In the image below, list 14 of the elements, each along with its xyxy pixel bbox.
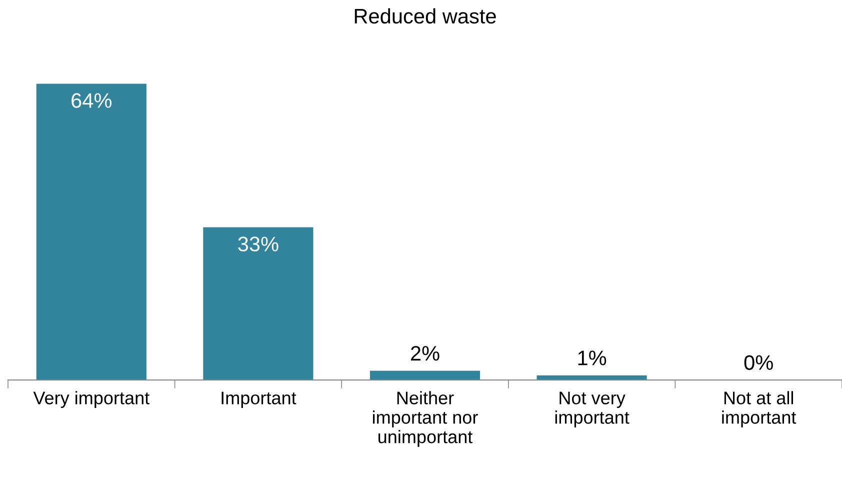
x-tick-label: Not at all important: [722, 391, 796, 428]
x-tick-label: Not very important: [555, 392, 630, 428]
chart-title: Reduced waste: [354, 8, 496, 24]
bar: [36, 84, 146, 380]
x-tick-label: Important: [222, 392, 296, 408]
x-tick-label: Neither important nor unimportant: [373, 391, 478, 447]
data-label: 0%: [744, 355, 773, 370]
data-label: 2%: [410, 346, 440, 361]
data-label: 1%: [578, 350, 606, 366]
x-tick-label: Very important: [33, 391, 150, 408]
bar: [203, 227, 314, 380]
data-label: 64%: [72, 93, 112, 108]
data-label: 33%: [238, 236, 278, 252]
bar: [370, 370, 480, 380]
